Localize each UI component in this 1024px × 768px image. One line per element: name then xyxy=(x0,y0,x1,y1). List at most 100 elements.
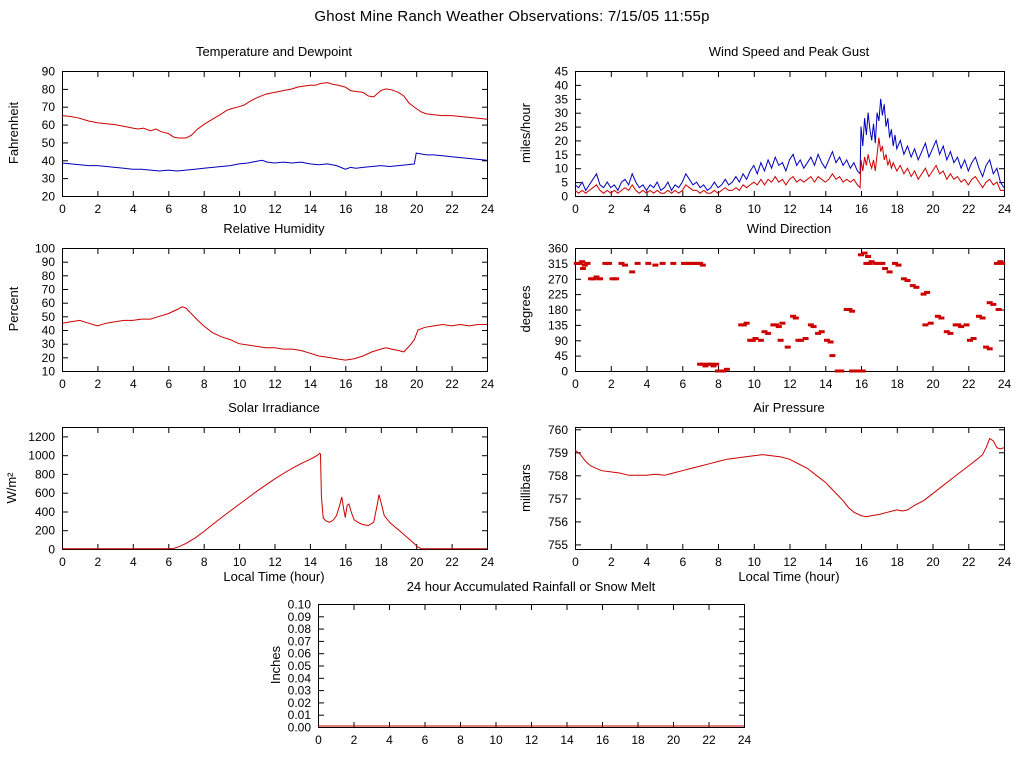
plot-area: 0 2 4 6 8 10 12 14 16 18 20 22 241020304050607080901… xyxy=(35,242,495,392)
y-tick-label: 0.03 xyxy=(288,684,312,698)
y-tick-label: 0.06 xyxy=(288,647,312,661)
series-wind-speed xyxy=(574,137,1004,194)
y-axis-label: Fahrenheit xyxy=(6,102,21,165)
x-tick-label: 20 xyxy=(926,377,940,391)
y-tick-label: 360 xyxy=(548,242,568,256)
x-tick-label: 2 xyxy=(608,377,615,391)
x-tick-label: 12 xyxy=(268,377,282,391)
y-tick-label: 0.01 xyxy=(288,708,312,722)
x-tick-label: 4 xyxy=(644,377,651,391)
series-air-pressure xyxy=(574,437,1005,518)
x-tick-label: 24 xyxy=(481,377,495,391)
x-tick-label: 14 xyxy=(304,377,318,391)
y-tick-label: 60 xyxy=(42,118,56,132)
x-tick-label: 6 xyxy=(165,555,172,569)
x-tick-label: 16 xyxy=(339,555,353,569)
y-tick-label: 90 xyxy=(42,255,56,269)
x-axis-label: Local Time (hour) xyxy=(738,569,839,584)
x-tick-label: 12 xyxy=(783,202,797,216)
x-tick-label: 16 xyxy=(339,377,353,391)
y-tick-label: 0.04 xyxy=(288,671,312,685)
x-tick-label: 2 xyxy=(608,555,615,569)
y-tick-label: 20 xyxy=(42,351,56,365)
x-tick-label: 20 xyxy=(667,733,681,747)
x-tick-label: 12 xyxy=(783,555,797,569)
x-tick-label: 14 xyxy=(819,555,833,569)
y-tick-label: 1000 xyxy=(28,449,55,463)
x-tick-label: 0 xyxy=(59,377,66,391)
x-tick-label: 10 xyxy=(489,733,503,747)
x-tick-label: 2 xyxy=(351,733,358,747)
x-tick-label: 2 xyxy=(95,555,102,569)
series-wind-direction xyxy=(573,251,1006,373)
y-axis-label: degrees xyxy=(518,285,533,332)
x-tick-label: 8 xyxy=(457,733,464,747)
series-temperature xyxy=(61,82,488,139)
y-axis-label: W/m² xyxy=(4,472,19,504)
page-title: Ghost Mine Ranch Weather Observations: 7… xyxy=(314,8,710,25)
y-tick-label: 0 xyxy=(561,190,568,204)
plot-area: 0 2 4 6 8 10 12 14 16 18 20 22 240.000.010.020.030.0… xyxy=(288,598,752,748)
x-tick-label: 12 xyxy=(268,202,282,216)
x-tick-label: 4 xyxy=(386,733,393,747)
chart-title: Wind Direction xyxy=(747,221,832,236)
y-tick-label: 30 xyxy=(555,106,569,120)
x-tick-label: 16 xyxy=(855,377,869,391)
y-tick-label: 759 xyxy=(548,446,568,460)
x-tick-label: 24 xyxy=(481,202,495,216)
y-tick-label: 758 xyxy=(548,469,568,483)
x-tick-label: 22 xyxy=(962,555,976,569)
y-tick-label: 20 xyxy=(555,134,569,148)
y-tick-label: 10 xyxy=(555,162,569,176)
x-tick-label: 20 xyxy=(926,555,940,569)
x-tick-label: 14 xyxy=(819,202,833,216)
y-axis-label: Percent xyxy=(6,286,21,331)
x-tick-label: 18 xyxy=(375,202,389,216)
y-axis-label: millibars xyxy=(518,464,533,512)
y-tick-label: 315 xyxy=(548,257,568,271)
x-tick-label: 6 xyxy=(165,377,172,391)
y-tick-label: 0 xyxy=(48,543,55,557)
y-tick-label: 35 xyxy=(555,92,569,106)
x-tick-label: 4 xyxy=(644,202,651,216)
y-tick-label: 30 xyxy=(42,172,56,186)
y-tick-label: 50 xyxy=(42,136,56,150)
x-tick-label: 6 xyxy=(422,733,429,747)
x-tick-label: 20 xyxy=(926,202,940,216)
y-axis-label: Inches xyxy=(268,645,283,684)
y-tick-label: 0.00 xyxy=(288,721,312,735)
x-tick-label: 0 xyxy=(572,555,579,569)
series-humidity xyxy=(61,306,487,361)
x-tick-label: 12 xyxy=(525,733,539,747)
x-tick-label: 6 xyxy=(679,202,686,216)
x-tick-label: 22 xyxy=(702,733,716,747)
series-dewpoint xyxy=(61,152,488,172)
x-tick-label: 4 xyxy=(130,555,137,569)
x-tick-label: 12 xyxy=(783,377,797,391)
x-tick-label: 18 xyxy=(375,377,389,391)
x-tick-label: 0 xyxy=(315,733,322,747)
y-tick-label: 70 xyxy=(42,283,56,297)
y-tick-label: 40 xyxy=(42,324,56,338)
y-tick-label: 100 xyxy=(35,242,55,256)
y-tick-label: 135 xyxy=(548,318,568,332)
x-tick-label: 14 xyxy=(560,733,574,747)
y-tick-label: 180 xyxy=(548,303,568,317)
y-tick-label: 45 xyxy=(555,65,569,79)
x-tick-label: 8 xyxy=(201,555,208,569)
x-tick-label: 22 xyxy=(445,202,459,216)
x-tick-label: 22 xyxy=(445,377,459,391)
x-tick-label: 4 xyxy=(644,555,651,569)
y-tick-label: 0.08 xyxy=(288,622,312,636)
y-tick-label: 0.05 xyxy=(288,659,312,673)
chart-title: Relative Humidity xyxy=(223,221,325,236)
x-tick-label: 8 xyxy=(715,377,722,391)
x-tick-label: 16 xyxy=(855,555,869,569)
y-tick-label: 757 xyxy=(548,492,568,506)
y-tick-label: 600 xyxy=(35,486,55,500)
y-tick-label: 10 xyxy=(42,365,56,379)
